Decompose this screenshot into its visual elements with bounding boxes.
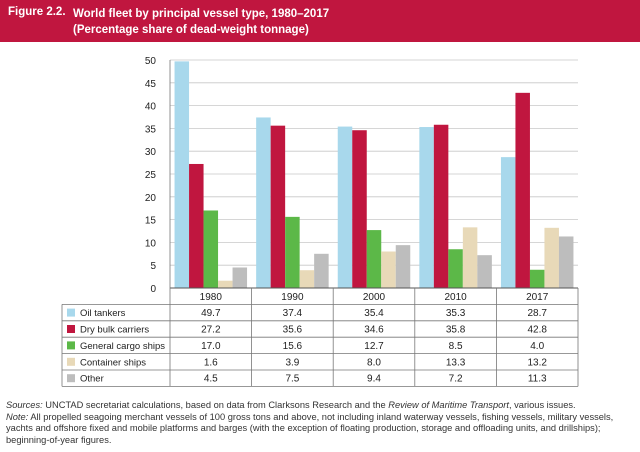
y-tick-label: 10 — [145, 238, 157, 249]
bar — [433, 124, 449, 288]
bar — [218, 280, 233, 288]
data-label: 9.4 — [367, 374, 381, 385]
y-tick-label: 40 — [145, 102, 157, 113]
y-tick-label: 50 — [145, 56, 157, 67]
x-tick-label: 1990 — [281, 292, 304, 303]
figure-label: Figure 2.2. — [8, 6, 66, 18]
legend-label: Container ships — [80, 357, 146, 368]
data-label: 42.8 — [527, 325, 547, 336]
figure-title-line2: (Percentage share of dead-weight tonnage… — [73, 24, 309, 36]
note-text: All propelled seagoing merchant vessels … — [6, 411, 614, 445]
data-label: 35.6 — [283, 325, 303, 336]
bar — [337, 126, 353, 289]
bar — [381, 251, 396, 288]
x-tick-label: 2010 — [444, 292, 467, 303]
figure-title-line1: World fleet by principal vessel type, 19… — [73, 8, 330, 20]
bar — [299, 270, 315, 288]
bar — [352, 130, 367, 288]
data-label: 35.4 — [364, 308, 384, 319]
y-tick-label: 15 — [145, 216, 157, 227]
bar — [515, 92, 530, 288]
x-tick-label: 2017 — [526, 292, 549, 303]
figure-notes: Sources: UNCTAD secretariat calculations… — [6, 400, 636, 446]
legend-swatch — [67, 374, 75, 383]
data-label: 15.6 — [283, 341, 303, 352]
legend-label: Other — [80, 374, 104, 385]
note-label: Note: — [6, 411, 29, 422]
bar — [419, 127, 434, 288]
data-label: 3.9 — [285, 357, 299, 368]
y-tick-label: 35 — [145, 124, 157, 135]
data-label: 4.5 — [204, 374, 218, 385]
bar — [189, 163, 204, 288]
bar — [285, 216, 300, 288]
figure-header: Figure 2.2. World fleet by principal ves… — [0, 0, 640, 42]
legend-swatch — [67, 341, 75, 350]
grouped-bar-chart: 0 5 10 15 20 25 30 35 40 45 50 1980 1990 2000 2010 2017… — [61, 56, 579, 387]
x-tick-label: 1980 — [200, 292, 223, 303]
data-label: 27.2 — [201, 325, 221, 336]
y-tick-label: 5 — [150, 261, 156, 272]
bar — [174, 61, 190, 289]
data-label: 8.0 — [367, 357, 381, 368]
sources-label: Sources: — [6, 400, 43, 410]
y-tick-label: 0 — [150, 284, 156, 295]
data-label: 7.5 — [285, 374, 299, 385]
x-tick-label: 2000 — [363, 292, 386, 303]
bar — [448, 249, 463, 288]
legend-label: Dry bulk carriers — [80, 325, 149, 336]
data-label: 35.8 — [446, 325, 466, 336]
bar — [270, 125, 286, 288]
y-tick-label: 30 — [145, 147, 157, 158]
bar — [314, 253, 329, 288]
data-label: 8.5 — [449, 341, 463, 352]
scope-note: Note: All propelled seagoing merchant ve… — [6, 412, 636, 447]
y-tick-label: 20 — [145, 193, 157, 204]
data-label: 11.3 — [528, 374, 547, 385]
data-label: 7.2 — [449, 374, 463, 385]
bar — [366, 230, 382, 288]
bar — [529, 269, 545, 288]
data-label: 1.6 — [204, 357, 218, 368]
legend-swatch — [67, 308, 75, 317]
y-tick-label: 45 — [145, 79, 157, 90]
legend-label: Oil tankers — [80, 308, 126, 319]
bar — [203, 210, 219, 288]
bar — [558, 236, 574, 288]
sources-text-pre: UNCTAD secretariat calculations, based o… — [45, 400, 386, 410]
bar — [500, 157, 516, 288]
figure-title: World fleet by principal vessel type, 19… — [73, 6, 329, 38]
bar — [462, 227, 478, 288]
bar — [256, 117, 271, 289]
data-label: 35.3 — [446, 308, 466, 319]
sources-publication: Review of Maritime Transport — [388, 400, 509, 410]
bar — [477, 255, 492, 288]
y-tick-label: 25 — [145, 170, 157, 181]
legend-swatch — [67, 357, 75, 366]
data-label: 28.7 — [527, 308, 547, 319]
sources-text-post: , various issues. — [508, 400, 576, 410]
data-label: 49.7 — [201, 308, 221, 319]
bar — [544, 227, 559, 288]
data-label: 17.0 — [201, 341, 221, 352]
legend-label: General cargo ships — [80, 341, 165, 352]
bar — [232, 267, 248, 288]
data-label: 37.4 — [283, 308, 303, 319]
data-label: 12.7 — [364, 341, 384, 352]
data-label: 13.2 — [527, 357, 547, 368]
data-label: 13.3 — [446, 357, 466, 368]
data-label: 4.0 — [530, 341, 544, 352]
data-label: 34.6 — [364, 325, 384, 336]
legend-swatch — [67, 325, 75, 333]
bar — [395, 245, 411, 288]
sources-note: Sources: UNCTAD secretariat calculations… — [6, 400, 636, 412]
